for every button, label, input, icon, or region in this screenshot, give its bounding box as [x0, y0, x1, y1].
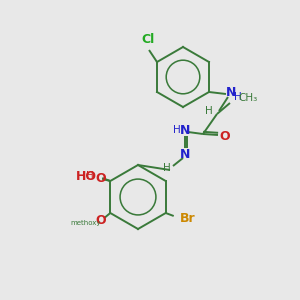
Text: H: H — [173, 125, 181, 135]
Text: HO: HO — [76, 169, 97, 182]
Text: N: N — [180, 148, 190, 160]
Text: H: H — [205, 106, 213, 116]
Text: CH₃: CH₃ — [238, 93, 257, 103]
Text: O: O — [95, 214, 106, 227]
Text: N: N — [180, 124, 190, 136]
Text: O: O — [220, 130, 230, 142]
Text: methoxy: methoxy — [70, 220, 100, 226]
Text: O: O — [95, 172, 106, 184]
Text: H: H — [86, 171, 94, 181]
Text: Br: Br — [180, 212, 196, 224]
Text: Cl: Cl — [141, 33, 154, 46]
Text: H: H — [234, 92, 242, 102]
Text: N: N — [226, 86, 236, 100]
Text: H: H — [163, 163, 171, 173]
